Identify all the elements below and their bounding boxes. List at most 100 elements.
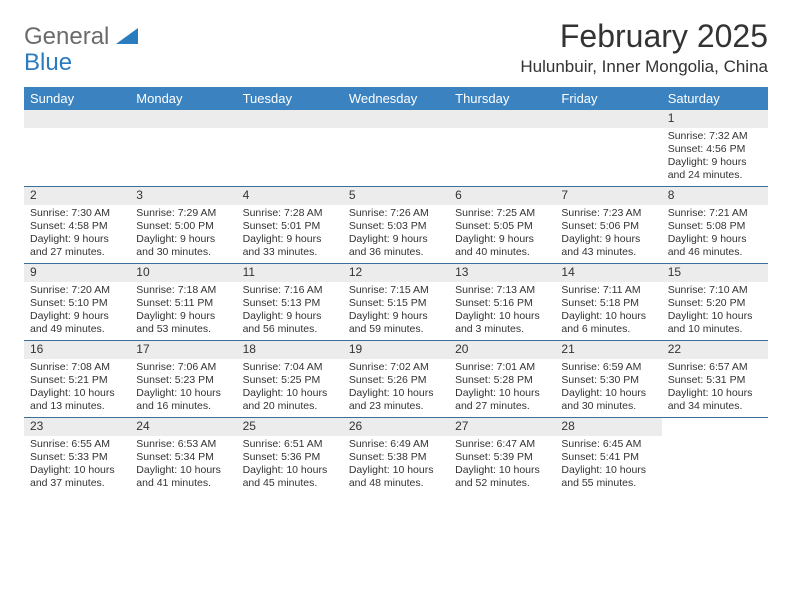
- logo-text-general: General: [24, 23, 109, 50]
- logo-text-blue: Blue: [24, 49, 72, 76]
- day-number: 16: [24, 341, 130, 359]
- day-number: 2: [24, 187, 130, 205]
- day-number: 12: [343, 264, 449, 282]
- day-details: Sunrise: 6:49 AMSunset: 5:38 PMDaylight:…: [349, 438, 443, 491]
- day-number: 7: [555, 187, 661, 205]
- day-cell: 23 Sunrise: 6:55 AMSunset: 5:33 PMDayligh…: [24, 418, 130, 495]
- day-details: Sunrise: 7:28 AMSunset: 5:01 PMDaylight:…: [243, 207, 337, 260]
- day-cell: [555, 110, 661, 187]
- day-cell: 15 Sunrise: 7:10 AMSunset: 5:20 PMDayligh…: [662, 264, 768, 341]
- header-row: General Blue February 2025 Hulunbuir, In…: [24, 18, 768, 85]
- empty-daynum: [237, 110, 343, 128]
- day-details: Sunrise: 6:47 AMSunset: 5:39 PMDaylight:…: [455, 438, 549, 491]
- day-header-row: SundayMondayTuesdayWednesdayThursdayFrid…: [24, 87, 768, 110]
- day-number: 25: [237, 418, 343, 436]
- day-cell: 8 Sunrise: 7:21 AMSunset: 5:08 PMDaylight…: [662, 187, 768, 264]
- day-cell: [343, 110, 449, 187]
- day-cell: [449, 110, 555, 187]
- day-cell: [130, 110, 236, 187]
- day-cell: 19Sunrise: 7:02 AMSunset: 5:26 PMDayligh…: [343, 341, 449, 418]
- day-details: Sunrise: 7:08 AMSunset: 5:21 PMDaylight:…: [30, 361, 124, 414]
- day-number: 4: [237, 187, 343, 205]
- day-cell: 13 Sunrise: 7:13 AMSunset: 5:16 PMDayligh…: [449, 264, 555, 341]
- day-cell: 7 Sunrise: 7:23 AMSunset: 5:06 PMDaylight…: [555, 187, 661, 264]
- empty-daynum: [343, 110, 449, 128]
- day-details: Sunrise: 7:32 AMSunset: 4:56 PMDaylight:…: [668, 130, 762, 183]
- day-cell: 9 Sunrise: 7:20 AMSunset: 5:10 PMDaylight…: [24, 264, 130, 341]
- day-number: 23: [24, 418, 130, 436]
- day-number: 8: [662, 187, 768, 205]
- day-header: Friday: [555, 87, 661, 110]
- day-number: 27: [449, 418, 555, 436]
- empty-daynum: [130, 110, 236, 128]
- day-cell: 18Sunrise: 7:04 AMSunset: 5:25 PMDayligh…: [237, 341, 343, 418]
- title-block: February 2025 Hulunbuir, Inner Mongolia,…: [520, 18, 768, 85]
- day-cell: 16 Sunrise: 7:08 AMSunset: 5:21 PMDayligh…: [24, 341, 130, 418]
- day-cell: 6Sunrise: 7:25 AMSunset: 5:05 PMDaylight…: [449, 187, 555, 264]
- day-number: 13: [449, 264, 555, 282]
- empty-daynum: [449, 110, 555, 128]
- day-cell: 4 Sunrise: 7:28 AMSunset: 5:01 PMDaylight…: [237, 187, 343, 264]
- day-number: 3: [130, 187, 236, 205]
- logo: General Blue: [24, 24, 138, 77]
- day-number: 24: [130, 418, 236, 436]
- week-row: 16 Sunrise: 7:08 AMSunset: 5:21 PMDayligh…: [24, 341, 768, 418]
- day-details: Sunrise: 7:29 AMSunset: 5:00 PMDaylight:…: [136, 207, 230, 260]
- day-header: Tuesday: [237, 87, 343, 110]
- day-number: 5: [343, 187, 449, 205]
- day-details: Sunrise: 7:10 AMSunset: 5:20 PMDaylight:…: [668, 284, 762, 337]
- day-number: 15: [662, 264, 768, 282]
- day-details: Sunrise: 6:51 AMSunset: 5:36 PMDaylight:…: [243, 438, 337, 491]
- day-number: 10: [130, 264, 236, 282]
- day-details: Sunrise: 7:04 AMSunset: 5:25 PMDaylight:…: [243, 361, 337, 414]
- day-number: 28: [555, 418, 661, 436]
- day-details: Sunrise: 7:01 AMSunset: 5:28 PMDaylight:…: [455, 361, 549, 414]
- day-number: 14: [555, 264, 661, 282]
- day-header: Wednesday: [343, 87, 449, 110]
- day-cell: 24 Sunrise: 6:53 AMSunset: 5:34 PMDayligh…: [130, 418, 236, 495]
- location-text: Hulunbuir, Inner Mongolia, China: [520, 57, 768, 77]
- day-details: Sunrise: 6:57 AMSunset: 5:31 PMDaylight:…: [668, 361, 762, 414]
- day-details: Sunrise: 6:53 AMSunset: 5:34 PMDaylight:…: [136, 438, 230, 491]
- day-cell: 25 Sunrise: 6:51 AMSunset: 5:36 PMDayligh…: [237, 418, 343, 495]
- day-details: Sunrise: 6:59 AMSunset: 5:30 PMDaylight:…: [561, 361, 655, 414]
- day-details: Sunrise: 7:18 AMSunset: 5:11 PMDaylight:…: [136, 284, 230, 337]
- day-cell: [24, 110, 130, 187]
- day-cell: 17 Sunrise: 7:06 AMSunset: 5:23 PMDayligh…: [130, 341, 236, 418]
- empty-daynum: [24, 110, 130, 128]
- day-header: Sunday: [24, 87, 130, 110]
- day-details: Sunrise: 7:16 AMSunset: 5:13 PMDaylight:…: [243, 284, 337, 337]
- day-number: 19: [343, 341, 449, 359]
- day-number: 9: [24, 264, 130, 282]
- day-header: Saturday: [662, 87, 768, 110]
- week-row: 2Sunrise: 7:30 AMSunset: 4:58 PMDaylight…: [24, 187, 768, 264]
- day-details: Sunrise: 6:55 AMSunset: 5:33 PMDaylight:…: [30, 438, 124, 491]
- day-header: Monday: [130, 87, 236, 110]
- day-details: Sunrise: 6:45 AMSunset: 5:41 PMDaylight:…: [561, 438, 655, 491]
- day-number: 11: [237, 264, 343, 282]
- logo-triangle-icon: [116, 28, 138, 44]
- day-number: 26: [343, 418, 449, 436]
- day-cell: 12Sunrise: 7:15 AMSunset: 5:15 PMDayligh…: [343, 264, 449, 341]
- day-cell: 21Sunrise: 6:59 AMSunset: 5:30 PMDayligh…: [555, 341, 661, 418]
- day-details: Sunrise: 7:26 AMSunset: 5:03 PMDaylight:…: [349, 207, 443, 260]
- week-row: 9 Sunrise: 7:20 AMSunset: 5:10 PMDaylight…: [24, 264, 768, 341]
- empty-daynum: [555, 110, 661, 128]
- day-details: Sunrise: 7:21 AMSunset: 5:08 PMDaylight:…: [668, 207, 762, 260]
- day-cell: [662, 418, 768, 495]
- day-details: Sunrise: 7:23 AMSunset: 5:06 PMDaylight:…: [561, 207, 655, 260]
- day-cell: 11 Sunrise: 7:16 AMSunset: 5:13 PMDayligh…: [237, 264, 343, 341]
- day-details: Sunrise: 7:13 AMSunset: 5:16 PMDaylight:…: [455, 284, 549, 337]
- day-number: 22: [662, 341, 768, 359]
- day-cell: 20Sunrise: 7:01 AMSunset: 5:28 PMDayligh…: [449, 341, 555, 418]
- day-cell: [237, 110, 343, 187]
- day-cell: 5 Sunrise: 7:26 AMSunset: 5:03 PMDaylight…: [343, 187, 449, 264]
- calendar-table: SundayMondayTuesdayWednesdayThursdayFrid…: [24, 87, 768, 494]
- day-number: 17: [130, 341, 236, 359]
- day-details: Sunrise: 7:20 AMSunset: 5:10 PMDaylight:…: [30, 284, 124, 337]
- day-cell: 26 Sunrise: 6:49 AMSunset: 5:38 PMDayligh…: [343, 418, 449, 495]
- day-cell: 10 Sunrise: 7:18 AMSunset: 5:11 PMDayligh…: [130, 264, 236, 341]
- day-details: Sunrise: 7:06 AMSunset: 5:23 PMDaylight:…: [136, 361, 230, 414]
- day-cell: 14 Sunrise: 7:11 AMSunset: 5:18 PMDayligh…: [555, 264, 661, 341]
- day-details: Sunrise: 7:11 AMSunset: 5:18 PMDaylight:…: [561, 284, 655, 337]
